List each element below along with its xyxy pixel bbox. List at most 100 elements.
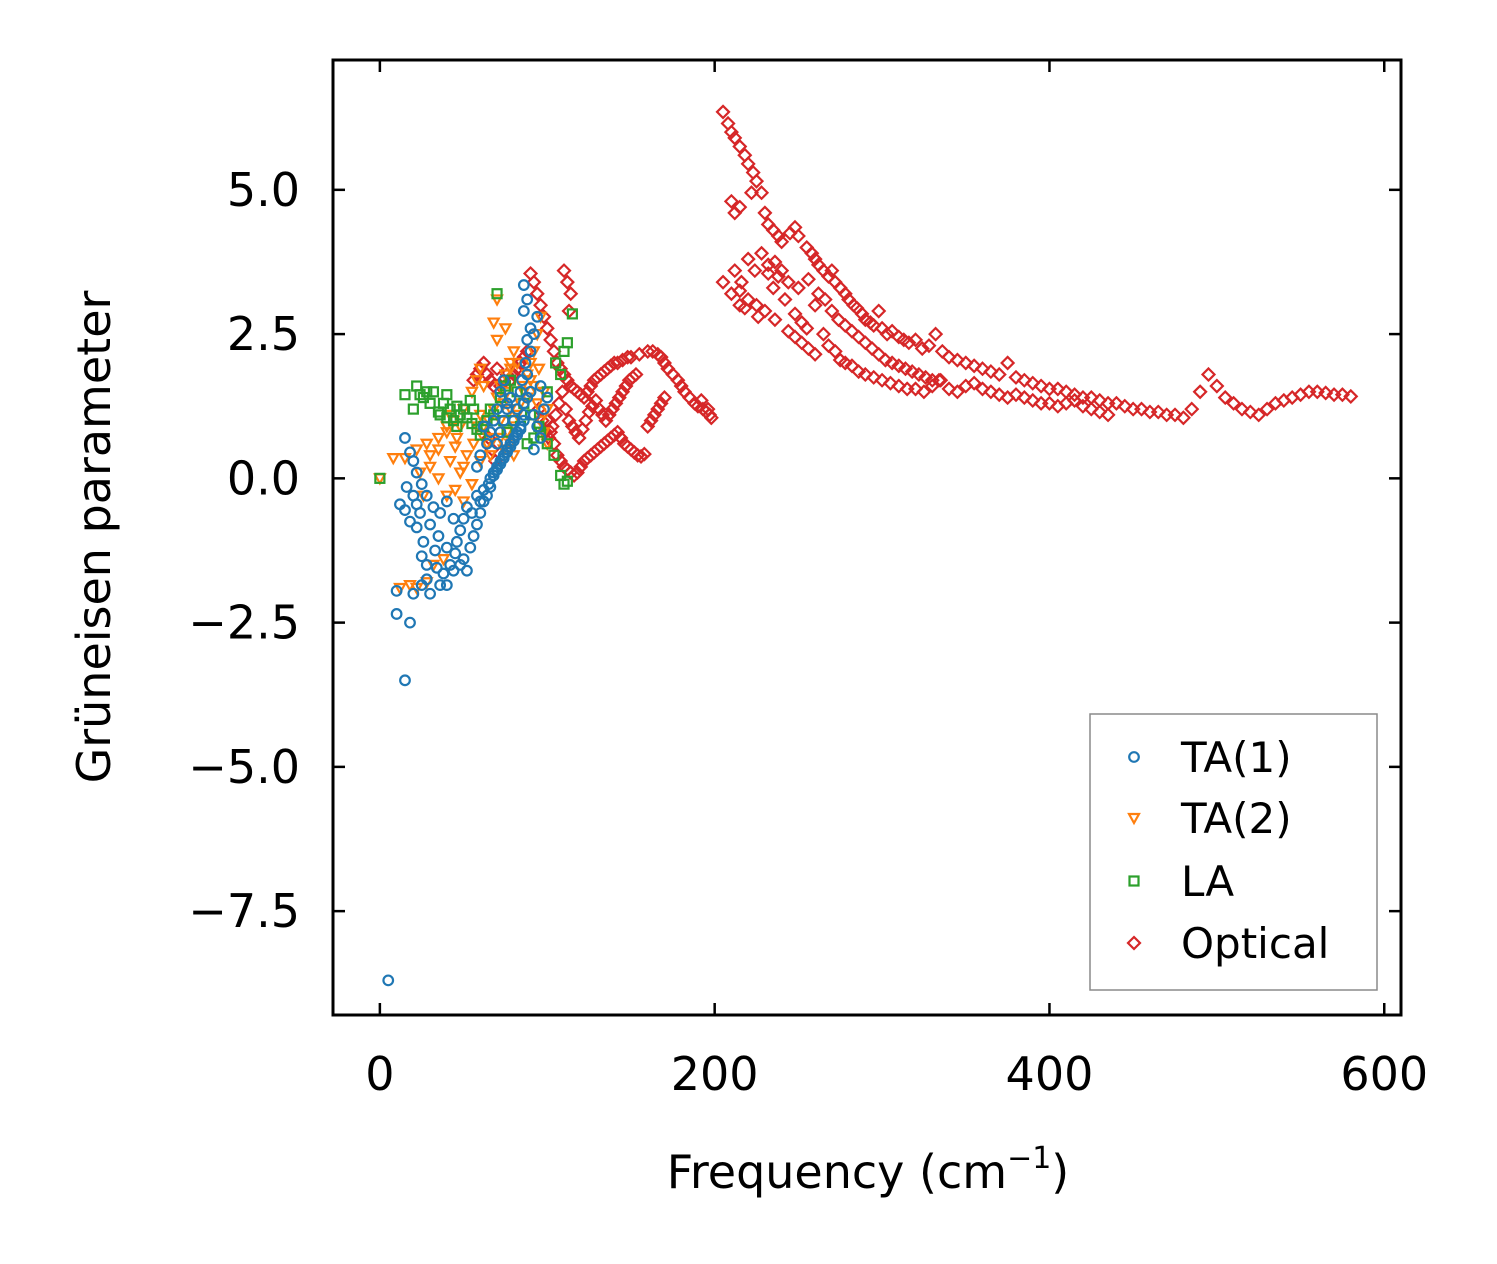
data-point [891,358,907,374]
data-point [807,346,823,362]
data-point [507,414,520,427]
data-point [611,390,627,406]
data-point [482,372,498,388]
data-point [504,391,517,404]
data-point [498,323,513,336]
data-point [507,434,520,447]
data-point [904,364,920,380]
data-point [774,234,790,250]
data-point [479,366,495,383]
data-point [1016,390,1032,406]
data-point [529,286,545,302]
data-point [432,530,445,542]
data-point [437,567,450,580]
data-point [434,409,446,421]
data-point [911,366,927,383]
data-point [382,974,395,987]
y-axis-label: Grüneisen parameter [67,290,121,783]
data-point [393,582,407,596]
data-point [610,355,626,371]
data-point [760,257,776,273]
x-tick-label: 200 [671,1047,759,1101]
data-point [1251,407,1267,423]
data-point [1083,401,1099,417]
legend-entry-ta1: TA(1) [1128,733,1292,782]
data-point [564,418,580,434]
data-point [504,440,517,453]
data-point [511,429,524,441]
data-point [877,352,893,368]
data-point [757,205,773,221]
x-axis-label-close: ) [1051,1145,1069,1199]
data-point [527,328,540,340]
data-point [474,449,487,462]
data-point [1100,407,1116,423]
legend-entry-ta2: TA(2) [1127,794,1292,843]
data-point [501,446,513,459]
data-point [884,355,900,371]
data-point [767,254,783,270]
data-point [673,378,689,394]
data-point [774,263,790,279]
data-point [891,378,907,394]
y-tick-label: 5.0 [227,163,300,217]
data-point [583,378,599,394]
data-point [983,364,999,380]
data-point [866,317,882,333]
data-point [799,320,815,336]
data-point [464,394,476,407]
data-point [414,389,426,401]
data-point [423,461,437,475]
data-point [490,294,504,307]
data-point [441,412,453,424]
data-point [561,475,573,487]
data-point [407,587,420,600]
data-point [1025,392,1041,409]
data-point [487,469,500,482]
data-point [466,372,482,388]
data-point [1343,388,1359,404]
x-axis-label-main: Frequency (cm [667,1145,1007,1199]
data-point [579,384,596,400]
data-point [916,384,932,400]
data-point [732,283,748,299]
data-point [606,427,622,443]
data-point [530,398,545,411]
data-point [464,541,477,554]
data-point [693,392,709,409]
data-point [1318,385,1334,401]
data-point [490,334,504,348]
legend-marker-optical [1126,935,1142,951]
series-optical [466,104,1359,484]
data-point [521,333,534,346]
data-point [628,366,644,383]
data-point [434,507,447,519]
data-point [643,413,659,429]
x-axis-label-superscript: −1 [1007,1141,1051,1176]
x-tick-label: 400 [1006,1047,1094,1101]
data-point [419,438,434,451]
data-point [1234,401,1250,417]
data-point [573,459,589,475]
data-point [534,432,547,444]
data-point [453,467,468,480]
data-point [491,463,503,476]
data-point [440,579,453,592]
data-point [544,418,560,434]
data-point [1150,404,1166,420]
axis-ticks: 0 200 400 600 5.0 2.5 0.0 −2.5 −5.0 −7.5 [188,60,1428,1101]
data-point [914,340,930,357]
data-point [497,452,510,465]
data-point [646,407,662,423]
legend: TA(1) TA(2) LA Optical [1089,713,1378,991]
data-point [555,368,567,381]
data-point [780,274,796,290]
data-point [420,489,433,502]
data-point [1175,410,1191,426]
data-point [1209,378,1225,394]
data-point [966,375,982,391]
data-point [879,326,895,342]
data-point [440,495,453,508]
